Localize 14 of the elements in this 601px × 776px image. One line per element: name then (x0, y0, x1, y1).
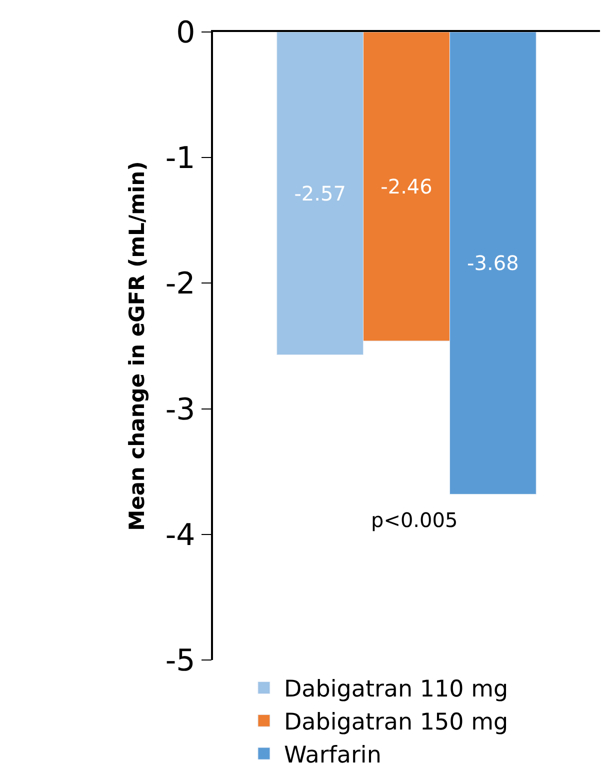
y-tick-label: -4 (165, 518, 196, 553)
legend-label: Dabigatran 150 mg (284, 710, 508, 736)
data-label: -2.57 (294, 181, 346, 206)
y-tick-label: -5 (165, 644, 196, 678)
data-label: -2.46 (380, 174, 432, 198)
y-tick-label: -3 (165, 392, 196, 428)
y-tick-label: -1 (165, 141, 196, 176)
data-label: -3.68 (467, 251, 519, 276)
y-tick-label: -2 (165, 266, 196, 302)
legend-label: Dabigatran 110 mg (284, 676, 508, 703)
y-tick-label: 0 (176, 16, 196, 50)
annotation: p<0.005 (371, 508, 458, 532)
legend-label: Warfarin (284, 742, 382, 768)
y-axis-title: Mean change in eGFR (mL/min) (124, 161, 149, 531)
